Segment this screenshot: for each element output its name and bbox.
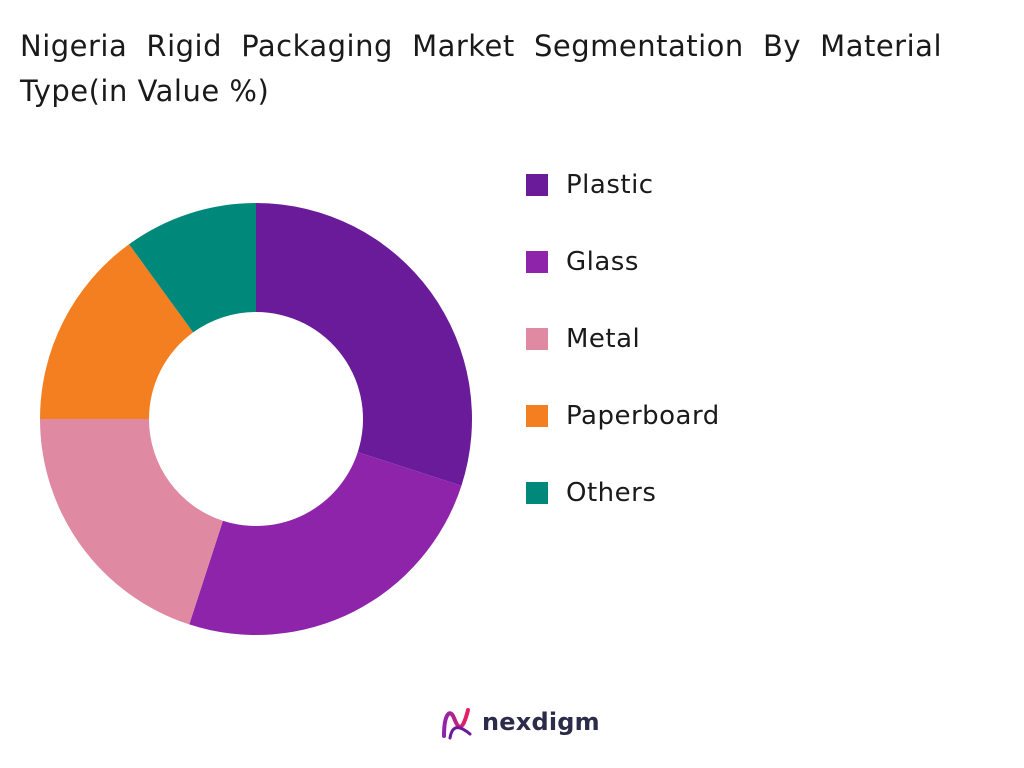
legend-swatch (526, 405, 548, 427)
slice-others (129, 203, 256, 333)
chart-title: Nigeria Rigid Packaging Market Segmentat… (20, 29, 942, 108)
legend-item-metal: Metal (526, 320, 720, 358)
legend-label: Glass (566, 247, 639, 277)
legend-item-paperboard: Paperboard (526, 397, 720, 435)
brand-logo: nexdigm (440, 704, 600, 740)
slice-paperboard (40, 244, 194, 419)
legend-swatch (526, 482, 548, 504)
chart-legend: Plastic Glass Metal Paperboard Others (526, 166, 720, 551)
legend-label: Paperboard (566, 401, 720, 431)
legend-label: Metal (566, 324, 641, 354)
legend-label: Others (566, 478, 657, 508)
nexdigm-logo-icon (442, 708, 472, 740)
legend-item-glass: Glass (526, 243, 720, 281)
legend-swatch (526, 174, 548, 196)
slice-metal (40, 419, 223, 625)
legend-item-plastic: Plastic (526, 166, 720, 204)
legend-label: Plastic (566, 170, 654, 200)
slice-plastic (256, 203, 473, 486)
legend-swatch (526, 251, 548, 273)
brand-name: nexdigm (482, 708, 600, 736)
slice-glass (189, 452, 462, 636)
legend-item-others: Others (526, 474, 720, 512)
legend-swatch (526, 328, 548, 350)
